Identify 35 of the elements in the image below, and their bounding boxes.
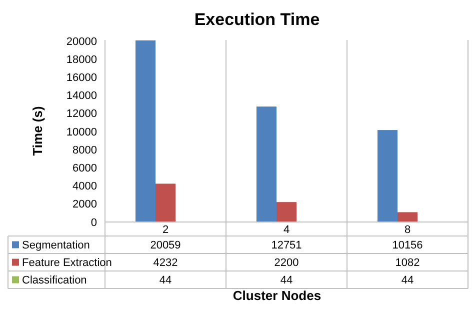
data-label: 4232 [153, 257, 178, 270]
data-label: 1082 [395, 257, 420, 270]
data-label: 44 [159, 274, 172, 287]
data-label: 12751 [271, 240, 302, 252]
bar [156, 184, 176, 222]
bar [136, 40, 156, 222]
y-tick-label: 8000 [72, 144, 97, 156]
y-tick-label: 6000 [72, 162, 97, 175]
x-tick-label: 8 [404, 224, 411, 236]
x-axis-title: Cluster Nodes [232, 288, 322, 303]
legend-label: Segmentation [22, 240, 90, 252]
chart-title: Execution Time [194, 10, 320, 29]
data-label: 20059 [150, 240, 181, 252]
data-label: 10156 [392, 240, 423, 252]
y-tick-label: 14000 [66, 90, 97, 102]
y-tick-label: 10000 [66, 126, 97, 138]
y-tick-label: 4000 [72, 180, 97, 193]
data-label: 44 [401, 274, 414, 287]
y-tick-label: 2000 [72, 198, 97, 211]
data-label: 2200 [274, 257, 299, 270]
x-tick-label: 4 [283, 224, 290, 236]
bar [398, 212, 418, 222]
legend-label: Feature Extraction [22, 257, 112, 270]
bar [276, 202, 296, 222]
bar [256, 106, 276, 222]
y-tick-label: 12000 [66, 108, 97, 120]
y-axis-title: Time (s) [30, 106, 45, 156]
bar [378, 130, 398, 222]
x-tick-label: 2 [162, 224, 169, 236]
y-tick-label: 18000 [66, 54, 97, 66]
y-tick-label: 20000 [66, 36, 97, 48]
legend-label: Classification [22, 274, 87, 287]
data-label: 44 [280, 274, 293, 287]
y-tick-label: 16000 [66, 72, 97, 84]
y-tick-label: 0 [90, 216, 97, 229]
